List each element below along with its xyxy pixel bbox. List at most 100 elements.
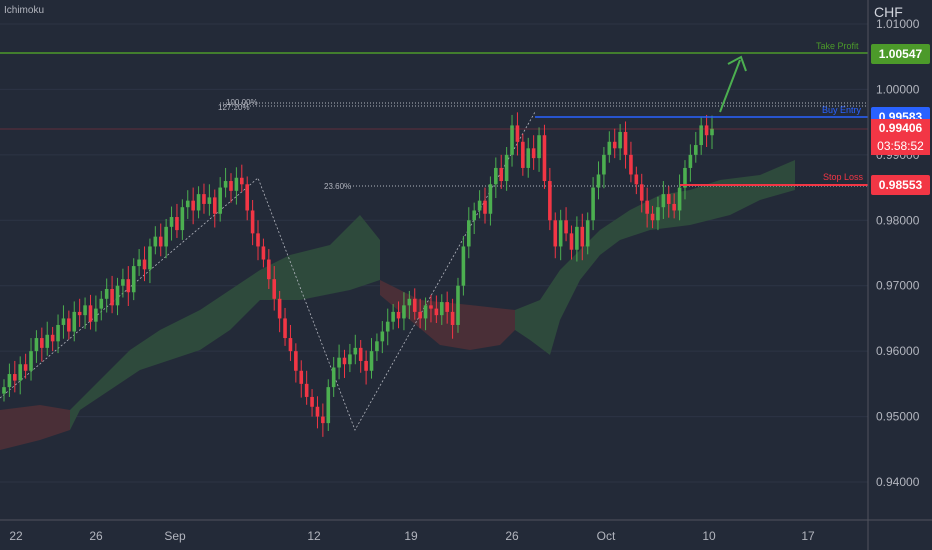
- candle-body: [602, 154, 606, 175]
- candle-body: [234, 177, 239, 191]
- candle-body: [337, 357, 341, 368]
- candle-body: [531, 148, 536, 159]
- y-tick-label: 1.00000: [876, 82, 920, 96]
- currency-label: CHF: [874, 4, 903, 20]
- candle-body: [196, 194, 201, 211]
- candle-body: [23, 364, 28, 371]
- candle-body: [499, 167, 504, 182]
- stop-loss-price-tag[interactable]: 0.98553: [871, 175, 930, 195]
- take-profit-price-tag[interactable]: 1.00547: [871, 44, 930, 64]
- x-tick-label: 17: [801, 529, 815, 543]
- x-tick-label: 26: [89, 529, 103, 543]
- candle-body: [548, 181, 552, 221]
- fibonacci-lines: [0, 102, 868, 431]
- candle-body: [2, 387, 6, 394]
- candle-body: [385, 321, 390, 332]
- cloud-green-segment-2: [515, 160, 795, 355]
- candle-body: [418, 311, 422, 319]
- candle-body: [126, 279, 131, 293]
- candle-body: [483, 200, 487, 214]
- candle-body: [688, 154, 693, 168]
- candle-body: [131, 266, 136, 293]
- candle-body: [348, 354, 352, 365]
- candle-body: [299, 370, 304, 384]
- candle-body: [61, 318, 66, 325]
- candle-body: [185, 200, 190, 208]
- y-tick-label: 0.94000: [876, 475, 920, 489]
- candle-body: [153, 236, 158, 247]
- candle-body: [672, 203, 676, 211]
- time-axis[interactable]: 22 26 Sep 12 19 26 Oct 10 17: [9, 529, 815, 543]
- y-tick-label: 1.01000: [876, 17, 920, 31]
- indicator-label[interactable]: Ichimoku: [4, 5, 45, 16]
- candle-body: [661, 194, 666, 208]
- candle-body: [94, 308, 98, 322]
- candle-body: [461, 246, 466, 286]
- candle-body: [699, 125, 703, 146]
- candle-body: [580, 226, 585, 247]
- x-tick-label: 22: [9, 529, 23, 543]
- candle-body: [564, 220, 568, 234]
- candle-body: [429, 305, 433, 309]
- candle-body: [256, 233, 260, 247]
- candle-body: [407, 298, 412, 306]
- candle-body: [315, 406, 320, 417]
- candle-body: [83, 305, 87, 316]
- candle-body: [277, 298, 282, 319]
- arrow-head-icon: [727, 55, 747, 72]
- candle-body: [202, 194, 206, 204]
- x-tick-label: 12: [307, 529, 321, 543]
- candle-body: [612, 141, 617, 149]
- current-price-tag[interactable]: 0.99406: [871, 119, 930, 137]
- candle-body: [77, 311, 82, 316]
- x-tick-label: 10: [702, 529, 716, 543]
- y-tick-label: 0.97000: [876, 279, 920, 293]
- candle-body: [13, 374, 17, 381]
- candle-body: [50, 334, 55, 342]
- price-axis[interactable]: 1.010001.000000.990000.980000.970000.960…: [876, 17, 920, 489]
- candle-body: [326, 387, 331, 424]
- candle-body: [693, 145, 698, 155]
- candle-body: [7, 374, 12, 388]
- candle-body: [110, 288, 114, 306]
- target-arrow: [719, 59, 741, 113]
- candle-body: [261, 246, 266, 260]
- x-tick-label: Sep: [164, 529, 186, 543]
- grid-lines: [0, 23, 868, 483]
- candle-body: [191, 200, 195, 211]
- candle-body: [434, 308, 439, 316]
- candle-body: [710, 128, 714, 136]
- candle-body: [267, 259, 271, 280]
- candle-body: [656, 207, 660, 221]
- candle-body: [466, 220, 471, 247]
- candle-body: [67, 318, 71, 332]
- candle-body: [207, 197, 212, 204]
- candle-body: [29, 351, 33, 371]
- candle-body: [596, 174, 601, 188]
- candle-body: [272, 279, 277, 299]
- candle-body: [396, 311, 401, 319]
- candle-body: [569, 233, 574, 250]
- candle-body: [245, 184, 250, 211]
- candle-body: [115, 285, 120, 306]
- candle-body: [169, 217, 174, 227]
- candle-body: [121, 279, 125, 286]
- candle-body: [629, 154, 633, 175]
- candle-body: [650, 213, 655, 221]
- candle-body: [634, 174, 639, 185]
- candle-body: [412, 298, 417, 312]
- x-tick-label: 26: [505, 529, 519, 543]
- candle-body: [504, 154, 509, 182]
- stop-loss-label: Stop Loss: [823, 172, 864, 182]
- candle-body: [450, 311, 455, 325]
- candle-body: [423, 305, 428, 319]
- candle-body: [521, 141, 525, 168]
- candle-body: [229, 181, 233, 191]
- candle-body: [639, 184, 644, 201]
- cloud-red-segment: [0, 405, 70, 450]
- candle-body: [526, 148, 531, 168]
- candle-body: [283, 318, 287, 339]
- candle-body: [158, 236, 163, 247]
- candle-body: [666, 194, 671, 204]
